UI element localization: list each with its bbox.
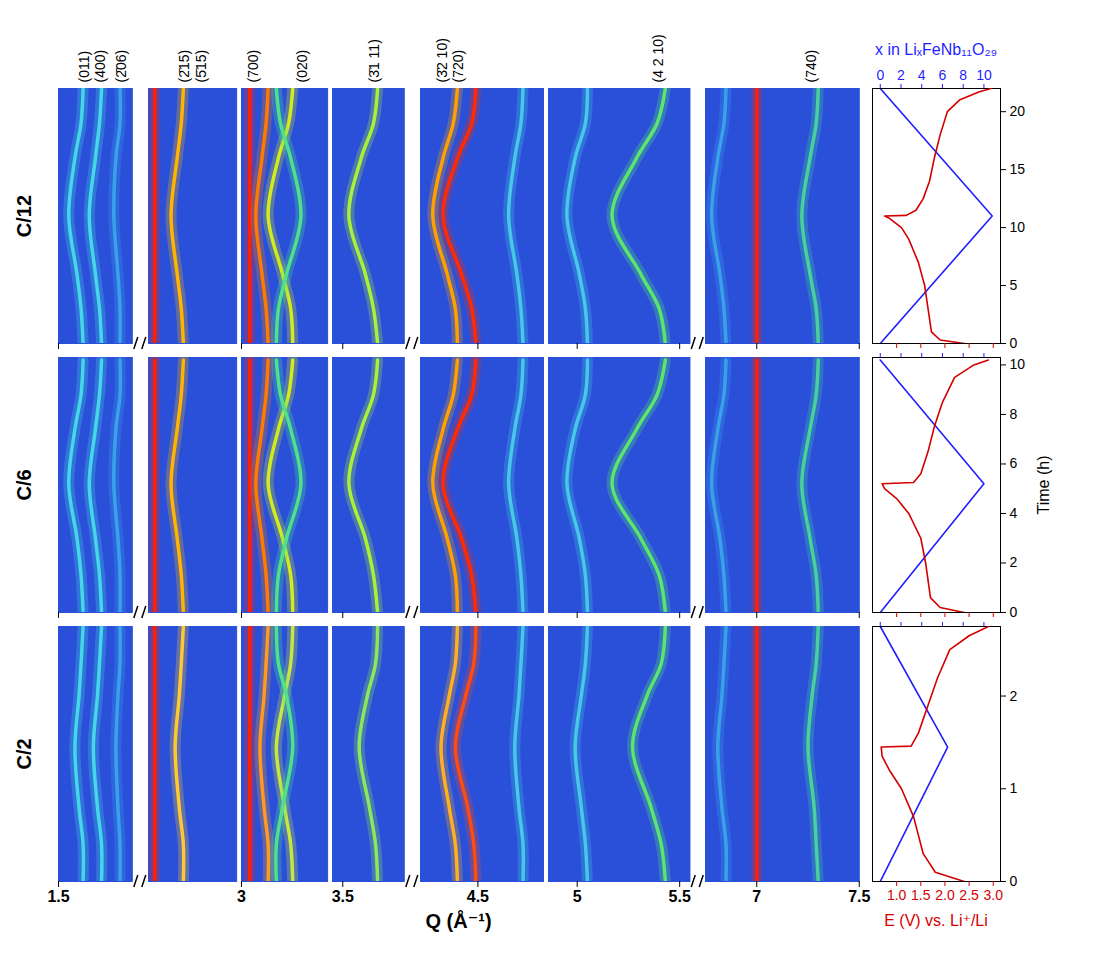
svg-text:1.5: 1.5 xyxy=(911,887,931,903)
html-text:C/6: C/6 xyxy=(13,468,35,501)
svg-text:4.5: 4.5 xyxy=(467,888,489,905)
svg-text:(4 2 10): (4 2 10) xyxy=(650,34,666,82)
svg-text:10: 10 xyxy=(1010,356,1026,372)
svg-text:(700): (700) xyxy=(245,50,261,83)
svg-text:6: 6 xyxy=(939,67,947,83)
svg-text:2.0: 2.0 xyxy=(935,887,955,903)
svg-text:5: 5 xyxy=(1010,277,1018,293)
svg-text:0: 0 xyxy=(1010,335,1018,351)
svg-text:(3̄2 10): (3̄2 10) xyxy=(434,38,450,82)
svg-text:(720): (720) xyxy=(450,50,466,83)
svg-text:0: 0 xyxy=(876,67,884,83)
svg-text:(011): (011) xyxy=(76,51,92,83)
svg-text:(740): (740) xyxy=(803,50,819,83)
html-text:E (V) vs. Li⁺/Li: E (V) vs. Li⁺/Li xyxy=(884,912,988,929)
svg-text:5: 5 xyxy=(573,888,582,905)
svg-text:20: 20 xyxy=(1010,103,1026,119)
svg-text:7: 7 xyxy=(753,888,762,905)
svg-text:1.0: 1.0 xyxy=(887,887,907,903)
svg-text:5.5: 5.5 xyxy=(668,888,690,905)
svg-text:6: 6 xyxy=(1010,455,1018,471)
svg-text:1: 1 xyxy=(1010,780,1018,796)
svg-text:2: 2 xyxy=(897,67,905,83)
svg-text:2: 2 xyxy=(1010,688,1018,704)
svg-text:8: 8 xyxy=(959,67,967,83)
svg-text:7.5: 7.5 xyxy=(848,888,870,905)
svg-text:15: 15 xyxy=(1010,161,1026,177)
svg-text:3: 3 xyxy=(237,888,246,905)
html-text:Time (h): Time (h) xyxy=(1035,455,1052,514)
svg-text:(020): (020) xyxy=(294,50,310,83)
svg-text:0: 0 xyxy=(1010,873,1018,889)
svg-text:4: 4 xyxy=(1010,505,1018,521)
svg-text:(2̄15): (2̄15) xyxy=(176,50,192,83)
svg-text:3.0: 3.0 xyxy=(984,887,1004,903)
svg-text:10: 10 xyxy=(976,67,992,83)
svg-text:4: 4 xyxy=(918,67,926,83)
html-text:Q (Å⁻¹): Q (Å⁻¹) xyxy=(425,910,492,932)
svg-text:(2̄06): (2̄06) xyxy=(113,50,129,83)
svg-text:0: 0 xyxy=(1010,604,1018,620)
svg-text:(3̄1 11): (3̄1 11) xyxy=(366,39,382,82)
svg-text:2: 2 xyxy=(1010,554,1018,570)
svg-text:(5̄15): (5̄15) xyxy=(192,50,208,83)
html-text:x in LiₓFeNb₁₁O₂₉: x in LiₓFeNb₁₁O₂₉ xyxy=(875,41,997,58)
svg-text:(400): (400) xyxy=(92,50,108,83)
html-text:C/12: C/12 xyxy=(13,194,35,237)
svg-text:3.5: 3.5 xyxy=(332,888,354,905)
svg-text:8: 8 xyxy=(1010,406,1018,422)
html-text:C/2: C/2 xyxy=(13,737,35,770)
svg-text:10: 10 xyxy=(1010,219,1026,235)
svg-text:1.5: 1.5 xyxy=(47,888,69,905)
svg-text:2.5: 2.5 xyxy=(959,887,979,903)
